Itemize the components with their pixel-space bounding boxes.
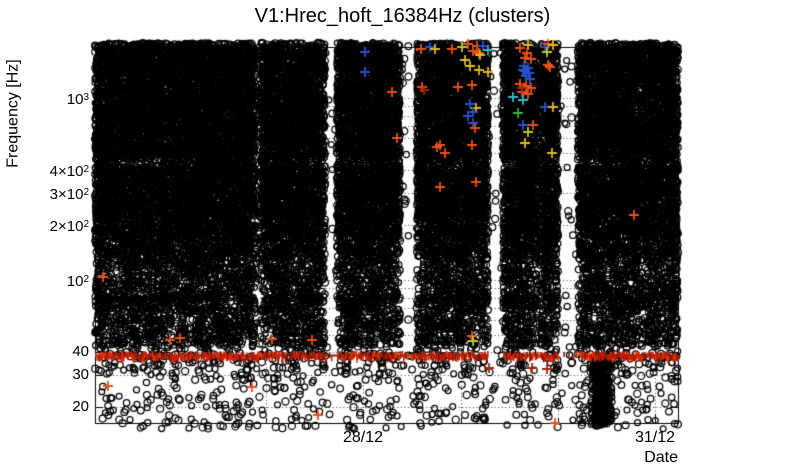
x-axis-title: Date: [644, 449, 678, 466]
y-tick-label: 102: [66, 273, 89, 290]
y-tick-label: 30: [72, 366, 89, 384]
y-tick-label: 3×102: [49, 186, 89, 204]
y-tick-label: 103: [66, 91, 89, 108]
chart-title: V1:Hrec_hoft_16384Hz (clusters): [254, 5, 551, 27]
y-tick-label: 2×102: [49, 218, 89, 236]
x-tick-label: 31/12: [634, 429, 676, 446]
y-tick-label: 4×102: [49, 163, 89, 181]
y-tick-label: 40: [72, 343, 89, 361]
x-tick-label: 28/12: [342, 429, 384, 446]
y-tick-label: 20: [72, 398, 89, 416]
